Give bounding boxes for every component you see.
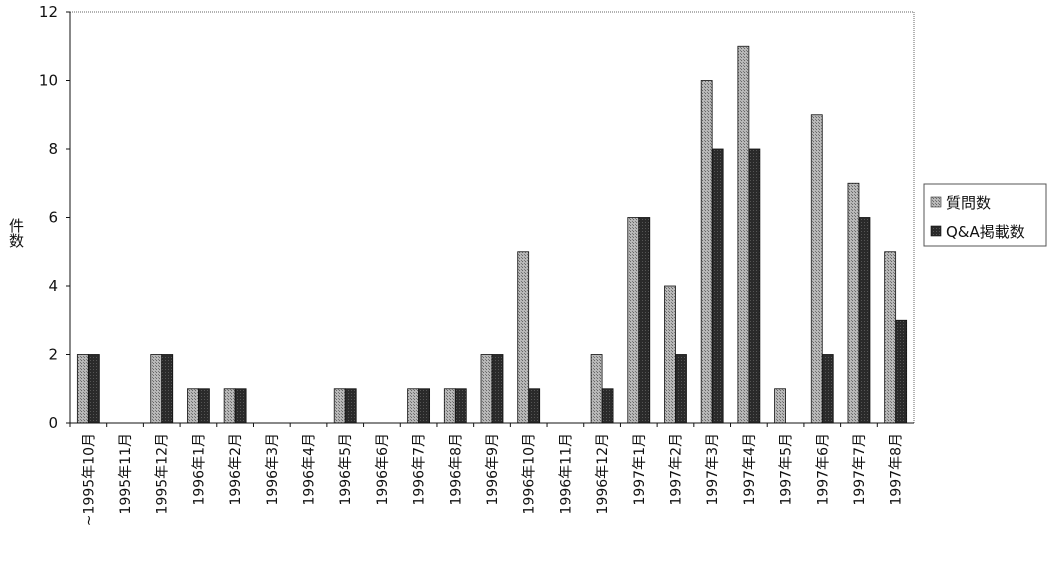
bar-qa-posted: [675, 354, 687, 424]
bar-qa-posted: [858, 217, 871, 424]
y-tick-label: 4: [48, 277, 58, 295]
x-tick-label: 1995年12月: [155, 433, 171, 514]
bar-questions: [517, 251, 530, 424]
bar-qa-posted: [895, 319, 908, 424]
bar-questions: [884, 251, 897, 424]
x-tick-label: 1997年6月: [815, 433, 831, 506]
bar-qa-posted: [748, 148, 761, 424]
bar-qa-posted: [344, 388, 357, 424]
bar-qa-posted: [161, 354, 174, 424]
x-tick-label: 1996年10月: [522, 433, 538, 514]
bar-questions: [443, 388, 456, 424]
y-tick-label: 10: [39, 72, 58, 90]
bar-qa-posted: [198, 388, 210, 424]
x-tick-label: 1996年1月: [191, 433, 207, 506]
x-tick-label: 1997年7月: [852, 433, 868, 506]
bar-questions: [150, 354, 163, 424]
bar-qa-posted: [418, 388, 431, 424]
bar-qa-posted: [711, 148, 724, 424]
x-tick-label: 1996年5月: [338, 433, 354, 506]
bar-qa-posted: [638, 217, 651, 424]
bar-qa-posted: [528, 388, 541, 424]
y-tick-label: 8: [48, 140, 58, 158]
legend-swatch-qa-posted: [930, 225, 942, 237]
x-tick-label: 1997年8月: [889, 433, 905, 506]
bar-questions: [76, 354, 89, 424]
legend: 質問数 Q&A掲載数: [923, 183, 1047, 247]
y-tick-label: 2: [48, 346, 58, 364]
x-tick-label: 1996年11月: [558, 433, 574, 514]
x-tick-label: 1997年1月: [632, 433, 648, 506]
x-tick-label: 1997年5月: [779, 433, 795, 506]
bar-questions: [774, 388, 786, 424]
bar-questions: [407, 388, 420, 424]
x-tick-label: 1996年2月: [228, 433, 244, 506]
x-tick-label: 1996年9月: [485, 433, 501, 506]
x-tick-label: 1996年6月: [375, 433, 391, 506]
bar-questions: [847, 182, 860, 424]
y-tick-label: 12: [39, 3, 58, 21]
x-tick-label: 1996年8月: [448, 433, 464, 506]
bar-qa-posted: [234, 388, 247, 424]
bar-questions: [187, 388, 199, 424]
x-tick-label: 1996年3月: [265, 433, 281, 506]
x-tick-label: 1996年4月: [302, 433, 318, 506]
legend-label-questions: 質問数: [946, 194, 991, 212]
bar-questions: [590, 354, 603, 424]
bar-questions: [810, 114, 823, 424]
bar-questions: [737, 45, 750, 424]
x-tick-label: 1997年3月: [705, 433, 721, 506]
bar-qa-posted: [87, 354, 100, 424]
y-tick-label: 6: [48, 209, 58, 227]
y-tick-label: 0: [48, 414, 58, 432]
bar-questions: [627, 217, 640, 424]
bar-qa-posted: [454, 388, 467, 424]
x-tick-label: 1997年2月: [668, 433, 684, 506]
legend-swatch-questions: [930, 196, 942, 208]
bar-questions: [700, 80, 713, 424]
x-tick-label: ~1995年10月: [81, 433, 97, 526]
bar-qa-posted: [491, 354, 504, 424]
y-axis-label: 件数: [7, 218, 25, 248]
bar-questions: [480, 354, 493, 424]
bar-questions: [223, 388, 236, 424]
bar-qa-posted: [601, 388, 614, 424]
bar-questions: [664, 285, 676, 424]
legend-label-qa-posted: Q&A掲載数: [946, 223, 1025, 241]
bar-questions: [333, 388, 346, 424]
x-tick-label: 1996年7月: [412, 433, 428, 506]
bar-qa-posted: [821, 354, 834, 424]
x-tick-label: 1997年4月: [742, 433, 758, 506]
x-tick-label: 1996年12月: [595, 433, 611, 514]
x-tick-label: 1995年11月: [118, 433, 134, 514]
